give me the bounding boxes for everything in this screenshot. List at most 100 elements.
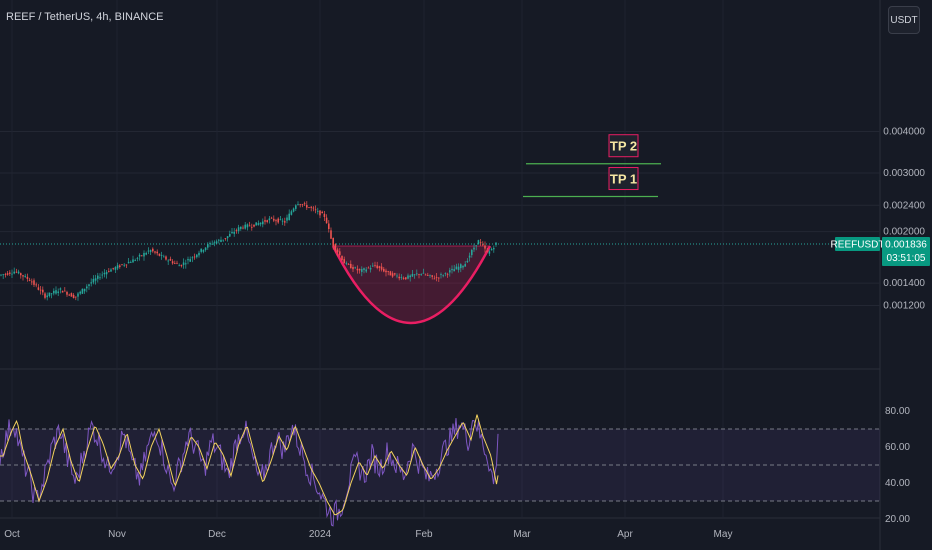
candle-body <box>352 266 354 270</box>
tp-label: TP 1 <box>610 172 637 187</box>
candle-body <box>288 213 290 221</box>
candle-body <box>88 284 90 286</box>
candle-body <box>211 243 213 245</box>
candle-body <box>147 250 150 252</box>
candle-body <box>240 226 242 229</box>
candle-body <box>473 247 475 250</box>
candle-body <box>284 221 286 223</box>
candle-body <box>215 241 218 244</box>
candle-body <box>145 252 147 255</box>
candle-body <box>103 272 106 275</box>
rsi-tick-label: 40.00 <box>885 478 910 489</box>
candle-body <box>187 259 189 261</box>
candle-body <box>79 291 81 294</box>
candle-body <box>149 250 152 252</box>
candle-body <box>391 273 394 277</box>
candle-body <box>141 255 143 257</box>
x-tick-label: Oct <box>4 529 20 540</box>
candle-body <box>13 271 15 274</box>
candle-body <box>358 268 361 271</box>
candle-body <box>218 239 220 241</box>
candle-body <box>317 210 319 212</box>
candle-body <box>171 261 174 264</box>
candle-body <box>354 267 356 269</box>
candle-body <box>15 271 18 273</box>
candle-body <box>61 290 64 293</box>
candle-body <box>363 268 365 270</box>
candle-body <box>99 277 101 279</box>
candle-body <box>411 273 414 277</box>
candle-body <box>28 279 31 281</box>
candle-body <box>178 265 180 267</box>
candle-body <box>328 223 330 230</box>
candle-body <box>402 278 405 279</box>
candle-body <box>319 210 321 216</box>
candle-body <box>347 263 350 265</box>
candle-body <box>446 273 449 275</box>
candle-body <box>127 261 130 264</box>
candle-body <box>37 287 40 290</box>
candle-body <box>2 274 4 276</box>
candle-body <box>163 256 165 258</box>
candle-body <box>86 286 88 289</box>
candle-body <box>264 220 266 222</box>
cup-pattern <box>331 245 492 324</box>
candle-body <box>453 269 455 272</box>
candle-body <box>242 227 244 229</box>
candle-body <box>409 275 411 278</box>
candle-body <box>222 239 224 241</box>
candle-body <box>407 275 409 279</box>
y-tick-label: 0.004000 <box>883 126 925 137</box>
candle-body <box>112 267 114 269</box>
candle-body <box>361 269 363 272</box>
x-axis[interactable]: Oct Nov Dec 2024 Feb Mar Apr May <box>4 529 732 540</box>
candle-body <box>380 266 383 270</box>
candle-body <box>224 238 227 239</box>
candle-body <box>182 262 185 265</box>
x-tick-label: Dec <box>208 529 226 540</box>
candle-body <box>378 266 381 269</box>
currency-button[interactable]: USDT <box>888 6 920 34</box>
price-candles <box>0 201 497 301</box>
candle-body <box>479 242 482 244</box>
candle-body <box>200 248 202 252</box>
candle-body <box>488 251 491 254</box>
y-axis[interactable]: 0.004000 0.003000 0.002400 0.002000 0.001400… <box>883 126 925 525</box>
candle-body <box>477 240 480 245</box>
rsi-tick-label: 80.00 <box>885 406 910 417</box>
candle-body <box>59 288 62 290</box>
candle-body <box>273 218 275 221</box>
tp-label: TP 2 <box>610 139 637 154</box>
candle-body <box>134 260 136 261</box>
candle-body <box>464 264 466 267</box>
candle-body <box>31 281 33 283</box>
candle-body <box>11 273 13 275</box>
rsi-tick-label: 20.00 <box>885 514 910 525</box>
candle-body <box>314 209 317 211</box>
candle-body <box>33 280 35 285</box>
candle-body <box>275 220 277 222</box>
candle-body <box>301 204 304 206</box>
tp-label-box <box>608 167 639 191</box>
candle-body <box>405 277 407 280</box>
chart-title: REEF / TetherUS, 4h, BINANCE <box>6 11 164 23</box>
candle-body <box>132 259 134 263</box>
candle-body <box>468 255 471 258</box>
candle-body <box>193 256 196 258</box>
candle-body <box>376 265 378 269</box>
candle-body <box>57 291 59 293</box>
candle-body <box>138 254 141 257</box>
x-tick-label: Apr <box>617 529 633 540</box>
candle-body <box>416 273 418 275</box>
candle-body <box>121 264 123 266</box>
candle-body <box>438 277 440 279</box>
candle-body <box>246 224 249 228</box>
candle-body <box>387 271 389 272</box>
candle-body <box>255 222 257 226</box>
candle-body <box>471 249 473 256</box>
x-tick-label: May <box>714 529 733 540</box>
candle-body <box>343 259 345 264</box>
candle-body <box>482 244 484 246</box>
candle-body <box>389 271 392 276</box>
